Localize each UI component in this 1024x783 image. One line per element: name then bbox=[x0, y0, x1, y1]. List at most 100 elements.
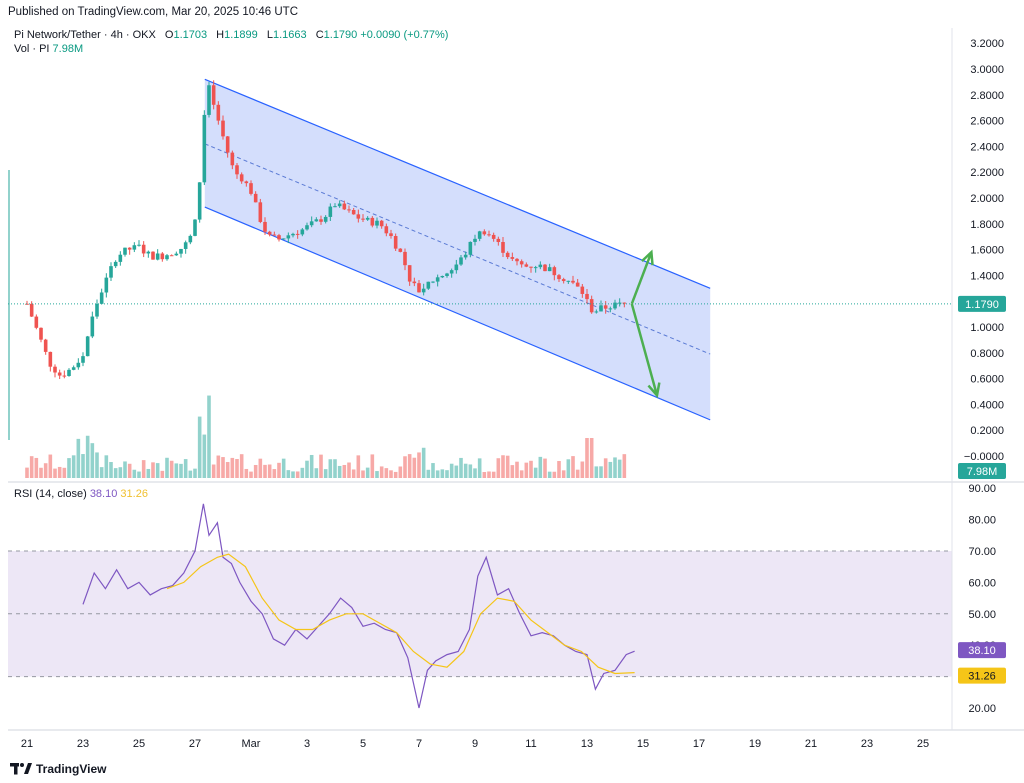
candle[interactable] bbox=[454, 264, 459, 271]
candle[interactable] bbox=[90, 316, 95, 337]
candle[interactable] bbox=[202, 114, 207, 183]
candle[interactable] bbox=[552, 267, 557, 276]
candle[interactable] bbox=[160, 253, 165, 260]
channel-upper-line[interactable] bbox=[204, 78, 711, 289]
candle[interactable] bbox=[459, 257, 463, 265]
candle[interactable] bbox=[188, 235, 193, 243]
candle[interactable] bbox=[235, 165, 239, 175]
candle[interactable] bbox=[389, 233, 393, 237]
candle[interactable] bbox=[496, 238, 501, 243]
candle[interactable] bbox=[328, 206, 333, 217]
candle[interactable] bbox=[239, 174, 244, 182]
candle[interactable] bbox=[608, 308, 613, 310]
candle[interactable] bbox=[515, 258, 519, 262]
candle[interactable] bbox=[505, 252, 510, 258]
candle[interactable] bbox=[76, 362, 81, 368]
candle[interactable] bbox=[197, 182, 202, 220]
candle[interactable] bbox=[132, 245, 137, 250]
rsi-ma-line[interactable] bbox=[166, 553, 635, 675]
candle[interactable] bbox=[393, 236, 398, 249]
candle[interactable] bbox=[561, 279, 566, 282]
candle[interactable] bbox=[529, 266, 533, 268]
candle[interactable] bbox=[533, 267, 538, 269]
candle[interactable] bbox=[622, 302, 627, 304]
candle[interactable] bbox=[566, 280, 571, 282]
candle[interactable] bbox=[179, 248, 183, 254]
candle[interactable] bbox=[319, 219, 323, 222]
candle[interactable] bbox=[398, 248, 403, 252]
candle[interactable] bbox=[216, 104, 221, 121]
candle[interactable] bbox=[603, 305, 608, 309]
candle[interactable] bbox=[137, 244, 141, 246]
candle[interactable] bbox=[165, 255, 169, 260]
candle[interactable] bbox=[412, 281, 417, 284]
candle[interactable] bbox=[146, 251, 151, 254]
candle[interactable] bbox=[510, 257, 515, 259]
candle[interactable] bbox=[501, 242, 505, 253]
projection-arrow-up[interactable] bbox=[630, 251, 653, 305]
candle[interactable] bbox=[571, 280, 575, 283]
candle[interactable] bbox=[617, 302, 622, 304]
candle[interactable] bbox=[426, 281, 431, 289]
candle[interactable] bbox=[43, 339, 48, 352]
candle[interactable] bbox=[375, 220, 379, 226]
candle[interactable] bbox=[421, 288, 426, 293]
candle[interactable] bbox=[118, 254, 123, 262]
candle[interactable] bbox=[57, 372, 62, 376]
candle[interactable] bbox=[347, 209, 351, 211]
channel-lower-line[interactable] bbox=[204, 206, 711, 421]
candle[interactable] bbox=[39, 327, 43, 340]
candle[interactable] bbox=[309, 221, 314, 226]
candle[interactable] bbox=[286, 235, 291, 239]
candle[interactable] bbox=[85, 336, 90, 357]
candle[interactable] bbox=[258, 202, 263, 222]
candle[interactable] bbox=[407, 265, 412, 282]
candle[interactable] bbox=[277, 235, 281, 240]
candle[interactable] bbox=[314, 219, 319, 222]
candle[interactable] bbox=[323, 216, 328, 222]
candle[interactable] bbox=[473, 238, 477, 242]
candle[interactable] bbox=[272, 234, 277, 236]
candle[interactable] bbox=[468, 241, 473, 255]
candle[interactable] bbox=[300, 229, 305, 235]
candle[interactable] bbox=[435, 277, 440, 282]
candle[interactable] bbox=[333, 206, 337, 208]
candle[interactable] bbox=[174, 253, 179, 256]
candle[interactable] bbox=[356, 214, 361, 219]
candle[interactable] bbox=[207, 85, 211, 115]
candle[interactable] bbox=[169, 255, 174, 257]
candle[interactable] bbox=[253, 193, 258, 203]
candle[interactable] bbox=[99, 292, 104, 304]
candle[interactable] bbox=[575, 282, 580, 287]
candle[interactable] bbox=[440, 276, 445, 278]
candle[interactable] bbox=[599, 305, 603, 312]
candle[interactable] bbox=[81, 356, 85, 363]
candle[interactable] bbox=[104, 277, 109, 293]
candle[interactable] bbox=[491, 234, 496, 239]
candle[interactable] bbox=[543, 264, 547, 272]
candle[interactable] bbox=[211, 85, 216, 105]
candle[interactable] bbox=[155, 253, 160, 260]
candle[interactable] bbox=[477, 231, 482, 239]
candle[interactable] bbox=[95, 303, 99, 317]
candle[interactable] bbox=[29, 303, 34, 317]
candle[interactable] bbox=[342, 203, 347, 210]
candle[interactable] bbox=[71, 367, 76, 370]
candle[interactable] bbox=[417, 283, 421, 293]
candle[interactable] bbox=[183, 242, 188, 249]
candle[interactable] bbox=[244, 181, 249, 184]
candle[interactable] bbox=[141, 244, 146, 254]
candle[interactable] bbox=[431, 281, 435, 283]
candle[interactable] bbox=[127, 247, 132, 250]
candle[interactable] bbox=[403, 251, 407, 266]
candle[interactable] bbox=[113, 261, 118, 267]
candle[interactable] bbox=[524, 264, 529, 267]
candle[interactable] bbox=[48, 351, 53, 367]
candle[interactable] bbox=[519, 261, 524, 265]
candle[interactable] bbox=[67, 369, 71, 376]
candle[interactable] bbox=[295, 233, 300, 235]
candle[interactable] bbox=[291, 233, 295, 236]
candle[interactable] bbox=[379, 220, 384, 227]
rsi-line[interactable] bbox=[82, 503, 635, 709]
